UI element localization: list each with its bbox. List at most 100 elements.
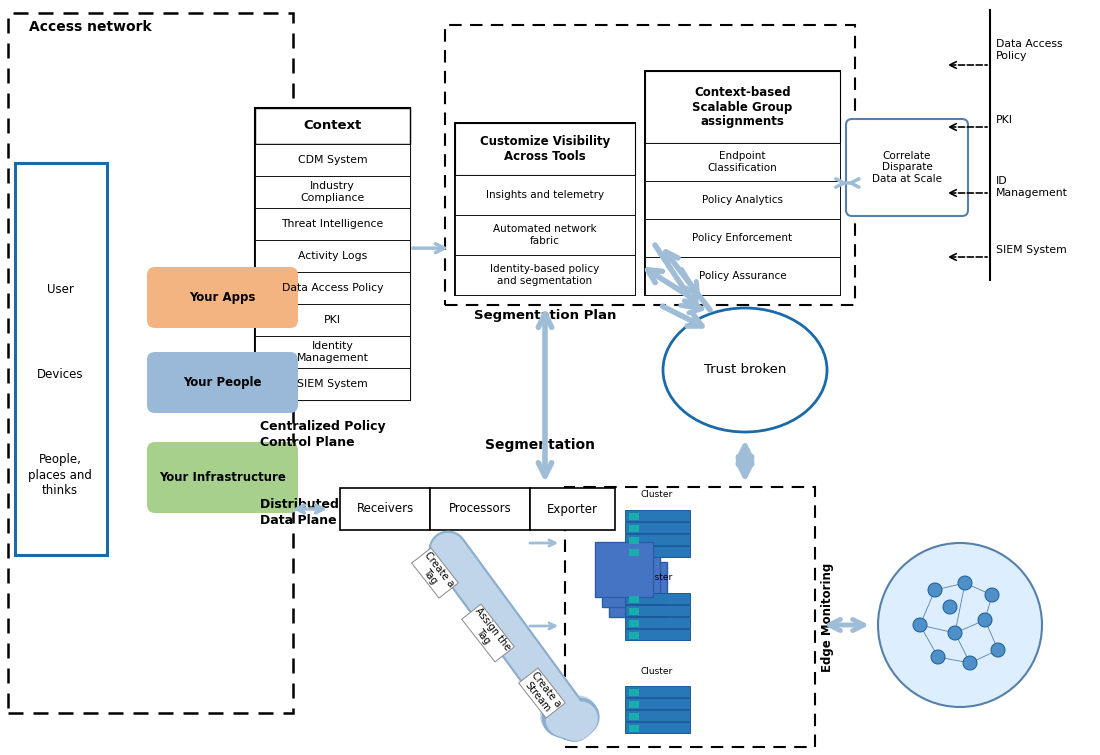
Text: PKI: PKI xyxy=(324,315,341,325)
FancyBboxPatch shape xyxy=(625,510,690,521)
FancyBboxPatch shape xyxy=(602,552,660,607)
Text: Policy Analytics: Policy Analytics xyxy=(702,195,783,205)
Text: Endpoint
Classification: Endpoint Classification xyxy=(707,151,778,173)
Text: Segmentation Plan: Segmentation Plan xyxy=(474,309,616,322)
FancyBboxPatch shape xyxy=(629,725,639,732)
FancyBboxPatch shape xyxy=(455,215,635,255)
Circle shape xyxy=(931,650,945,664)
Text: SIEM System: SIEM System xyxy=(996,245,1067,255)
FancyBboxPatch shape xyxy=(530,488,615,530)
Text: ID
Management: ID Management xyxy=(996,176,1068,198)
FancyBboxPatch shape xyxy=(629,537,639,544)
FancyBboxPatch shape xyxy=(645,71,840,295)
Circle shape xyxy=(928,583,942,597)
FancyBboxPatch shape xyxy=(629,631,639,639)
FancyBboxPatch shape xyxy=(255,108,410,144)
Text: Cluster: Cluster xyxy=(641,491,673,500)
Text: Edge Monitoring: Edge Monitoring xyxy=(821,562,834,672)
FancyBboxPatch shape xyxy=(147,442,298,513)
FancyBboxPatch shape xyxy=(255,368,410,400)
Text: People,
places and
thinks: People, places and thinks xyxy=(29,454,92,497)
Text: Activity Logs: Activity Logs xyxy=(298,251,367,261)
FancyBboxPatch shape xyxy=(430,488,530,530)
Text: SIEM System: SIEM System xyxy=(297,379,367,389)
Text: Context: Context xyxy=(304,119,362,132)
FancyBboxPatch shape xyxy=(455,175,635,215)
Circle shape xyxy=(978,613,992,627)
Text: Trust broken: Trust broken xyxy=(704,363,786,377)
FancyBboxPatch shape xyxy=(340,488,430,530)
Circle shape xyxy=(878,543,1042,707)
Text: Processors: Processors xyxy=(449,503,512,516)
Text: Cluster: Cluster xyxy=(641,667,673,676)
Text: Your Apps: Your Apps xyxy=(189,291,255,304)
FancyBboxPatch shape xyxy=(255,336,410,368)
FancyBboxPatch shape xyxy=(645,219,840,257)
Circle shape xyxy=(962,656,977,670)
FancyBboxPatch shape xyxy=(625,522,690,533)
Text: Policy Assurance: Policy Assurance xyxy=(698,271,786,281)
FancyBboxPatch shape xyxy=(455,123,635,175)
FancyBboxPatch shape xyxy=(255,108,410,400)
FancyBboxPatch shape xyxy=(629,701,639,707)
Text: Identity-based policy
and segmentation: Identity-based policy and segmentation xyxy=(491,264,600,286)
FancyBboxPatch shape xyxy=(625,534,690,545)
FancyBboxPatch shape xyxy=(629,620,639,627)
FancyBboxPatch shape xyxy=(255,144,410,176)
FancyBboxPatch shape xyxy=(455,255,635,295)
Text: Assign the
Tag: Assign the Tag xyxy=(464,606,513,660)
Circle shape xyxy=(948,626,962,640)
FancyBboxPatch shape xyxy=(625,629,690,640)
Text: Segmentation: Segmentation xyxy=(485,438,595,452)
Text: Data Access Policy: Data Access Policy xyxy=(282,283,383,293)
FancyBboxPatch shape xyxy=(255,176,410,208)
FancyBboxPatch shape xyxy=(629,713,639,720)
Text: Correlate
Disparate
Data at Scale: Correlate Disparate Data at Scale xyxy=(872,151,942,184)
Text: Create a
Tag: Create a Tag xyxy=(414,550,456,596)
Text: Create a
Stream: Create a Stream xyxy=(520,670,563,716)
FancyBboxPatch shape xyxy=(609,562,667,617)
Text: Insights and telemetry: Insights and telemetry xyxy=(486,190,604,200)
Text: Data Access
Policy: Data Access Policy xyxy=(996,39,1063,61)
Text: Devices: Devices xyxy=(36,368,84,381)
Circle shape xyxy=(984,588,999,602)
FancyBboxPatch shape xyxy=(629,689,639,695)
FancyBboxPatch shape xyxy=(625,686,690,697)
FancyBboxPatch shape xyxy=(645,181,840,219)
FancyBboxPatch shape xyxy=(625,617,690,628)
Text: Your People: Your People xyxy=(184,376,262,389)
FancyBboxPatch shape xyxy=(147,352,298,413)
Ellipse shape xyxy=(663,308,827,432)
FancyBboxPatch shape xyxy=(625,698,690,709)
Text: Context-based
Scalable Group
assignments: Context-based Scalable Group assignments xyxy=(692,85,793,128)
Text: Policy Enforcement: Policy Enforcement xyxy=(692,233,793,243)
FancyBboxPatch shape xyxy=(625,605,690,616)
FancyBboxPatch shape xyxy=(255,240,410,272)
Text: Receivers: Receivers xyxy=(356,503,414,516)
FancyBboxPatch shape xyxy=(645,143,840,181)
FancyBboxPatch shape xyxy=(629,525,639,532)
FancyBboxPatch shape xyxy=(255,208,410,240)
FancyBboxPatch shape xyxy=(629,608,639,615)
FancyBboxPatch shape xyxy=(625,546,690,557)
Circle shape xyxy=(958,576,972,590)
Text: User: User xyxy=(46,283,74,297)
FancyBboxPatch shape xyxy=(147,267,298,328)
Text: Exporter: Exporter xyxy=(547,503,598,516)
FancyBboxPatch shape xyxy=(629,596,639,602)
FancyBboxPatch shape xyxy=(595,542,653,597)
Text: Access network: Access network xyxy=(29,20,152,34)
Text: Industry
Compliance: Industry Compliance xyxy=(300,181,364,203)
Text: Distributed Enforcement
Data Plane: Distributed Enforcement Data Plane xyxy=(260,498,433,528)
FancyBboxPatch shape xyxy=(645,71,840,143)
Text: Threat Intelligence: Threat Intelligence xyxy=(282,219,384,229)
FancyBboxPatch shape xyxy=(629,548,639,556)
Text: Customize Visibility
Across Tools: Customize Visibility Across Tools xyxy=(480,135,611,163)
FancyBboxPatch shape xyxy=(255,304,410,336)
FancyBboxPatch shape xyxy=(625,710,690,721)
Text: Centralized Policy
Control Plane: Centralized Policy Control Plane xyxy=(260,421,386,449)
FancyBboxPatch shape xyxy=(629,513,639,519)
Text: CDM System: CDM System xyxy=(298,155,367,165)
Circle shape xyxy=(913,618,927,632)
FancyBboxPatch shape xyxy=(255,272,410,304)
